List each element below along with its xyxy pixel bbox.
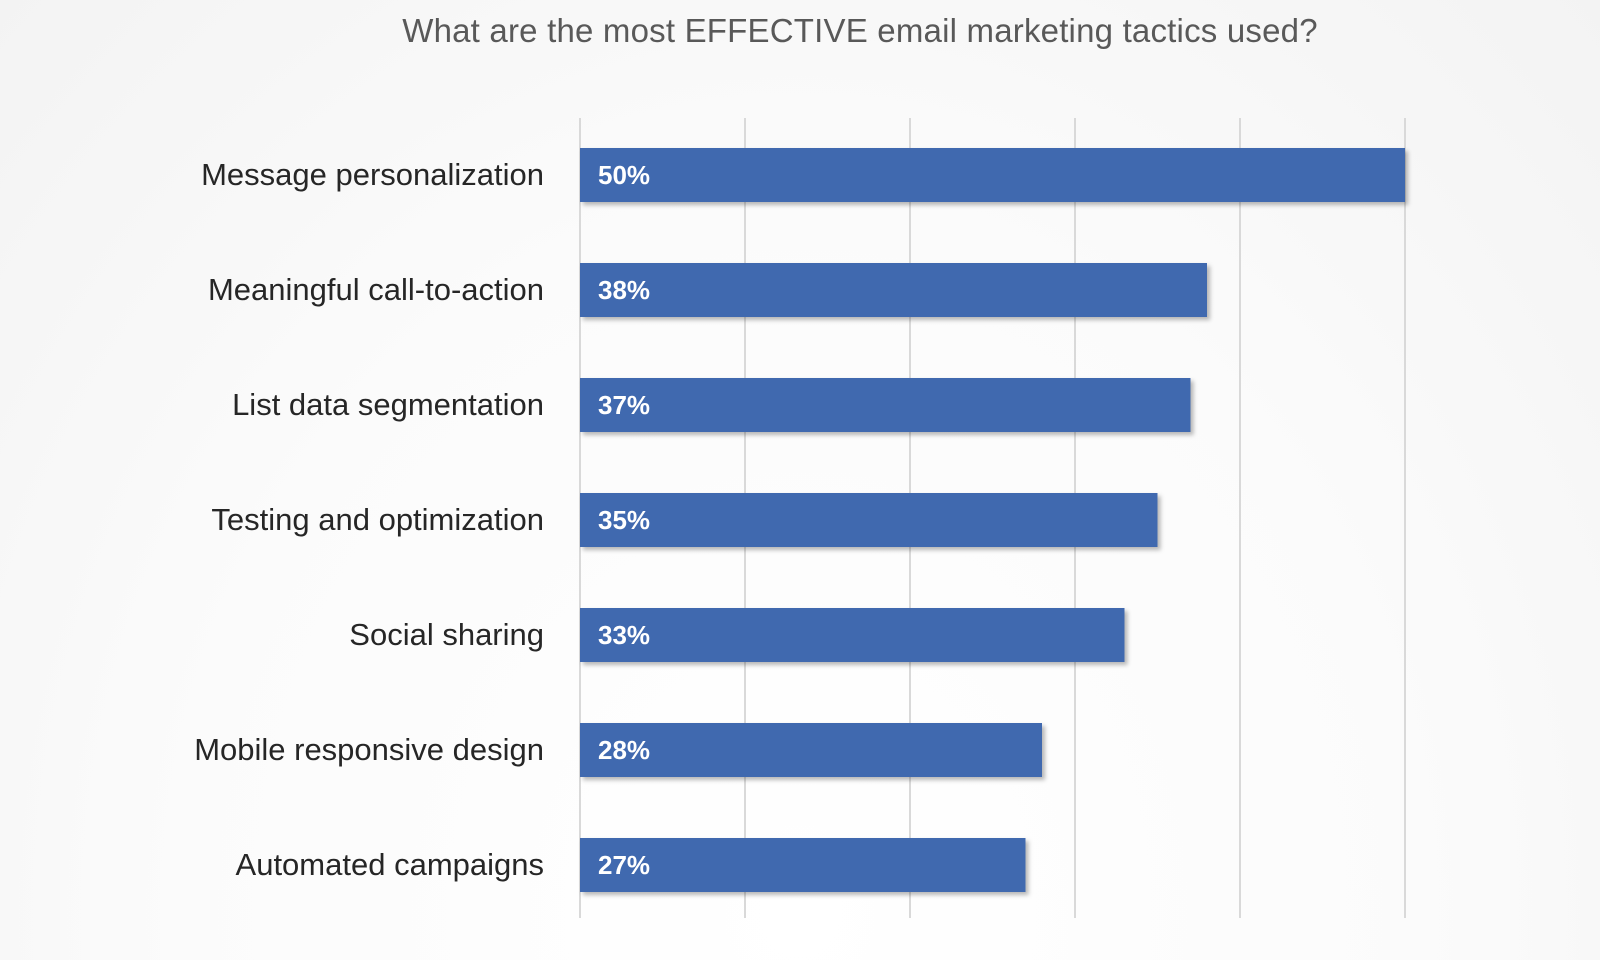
category-label-3: List data segmentation	[232, 387, 544, 422]
bar-1	[580, 148, 1405, 202]
bar-3	[580, 378, 1191, 432]
data-label-6: 28%	[598, 735, 650, 765]
data-label-2: 38%	[598, 275, 650, 305]
bar-4	[580, 493, 1158, 547]
bar-2	[580, 263, 1207, 317]
category-label-1: Message personalization	[201, 157, 544, 192]
category-label-5: Social sharing	[349, 617, 544, 652]
chart-title: What are the most EFFECTIVE email market…	[402, 12, 1318, 49]
bar-5	[580, 608, 1125, 662]
data-label-5: 33%	[598, 620, 650, 650]
data-label-7: 27%	[598, 850, 650, 880]
bar-7	[580, 838, 1026, 892]
data-label-1: 50%	[598, 160, 650, 190]
data-label-3: 37%	[598, 390, 650, 420]
category-label-7: Automated campaigns	[236, 847, 544, 882]
category-label-2: Meaningful call-to-action	[208, 272, 544, 307]
bar-6	[580, 723, 1042, 777]
category-label-4: Testing and optimization	[211, 502, 544, 537]
bars: 50% 38% 37% 35% 33% 28% 27%	[580, 148, 1405, 892]
category-label-6: Mobile responsive design	[194, 732, 544, 767]
data-label-4: 35%	[598, 505, 650, 535]
category-labels: Message personalization Meaningful call-t…	[194, 157, 544, 882]
